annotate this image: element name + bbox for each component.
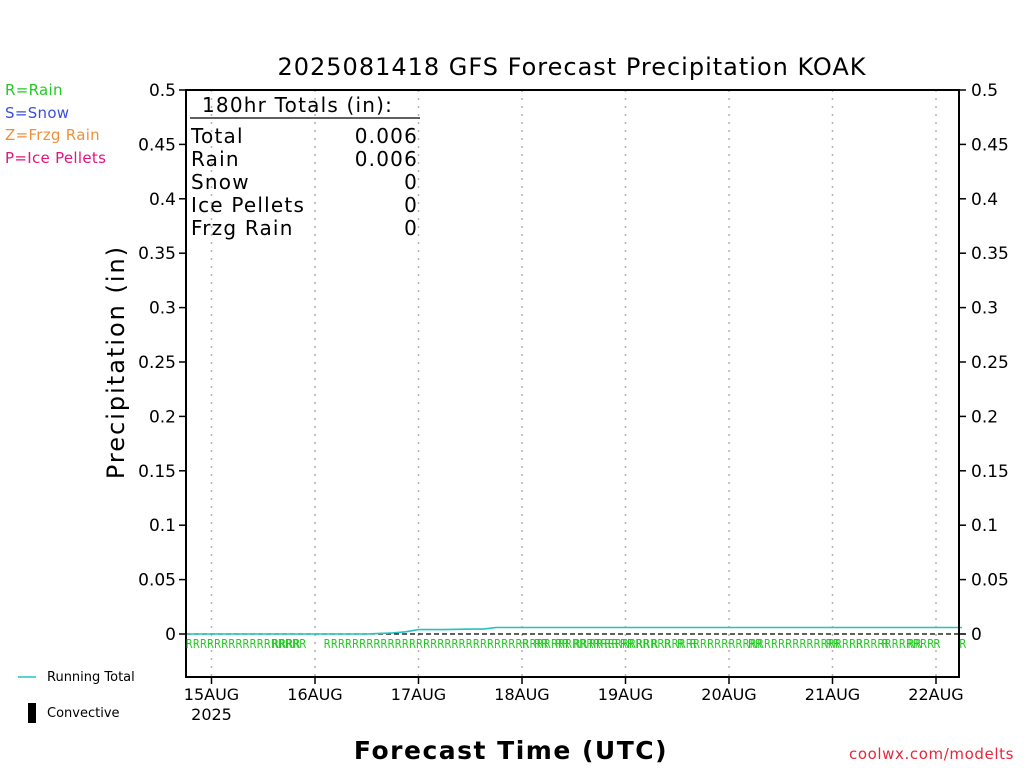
y-tick-label-left: 0.35 [138,244,176,264]
rain-marker: RR [826,636,840,651]
y-tick-label-left: 0.2 [149,407,176,427]
rain-marker: RR [908,636,922,651]
y-tick-label-right: 0.4 [971,190,998,210]
totals-label-total: Total [190,124,244,148]
y-tick-label-right: 0.1 [971,516,998,536]
rain-marker: RR [573,636,587,651]
y-tick-label-right: 0 [971,625,982,645]
x-axis-label: Forecast Time (UTC) [354,736,668,765]
y-tick-label-right: 0.15 [971,462,1009,482]
y-tick-label-left: 0.5 [149,81,176,101]
rain-marker: RR [589,636,603,651]
totals-label-frzg-rain: Frzg Rain [191,216,294,240]
x-tick-label: 18AUG [494,685,549,704]
rain-marker: R [677,636,684,651]
convective-legend-label: Convective [47,706,120,721]
chart-title: 2025081418 GFS Forecast Precipitation KO… [277,53,866,81]
rain-marker: RR [534,636,548,651]
y-tick-label-left: 0.1 [149,516,176,536]
rain-marker: R [690,636,697,651]
legend-frzg-rain: Z=Frzg Rain [5,126,100,144]
rain-marker: R [882,636,889,651]
x-tick-label: 20AUG [701,685,756,704]
y-tick-label-right: 0.35 [971,244,1009,264]
y-tick-label-left: 0.45 [138,135,176,155]
running-total-legend-label: Running Total [47,670,135,685]
series-layer [185,626,962,635]
plot-frame [185,89,960,678]
rain-marker: RR [748,636,762,651]
y-tick-label-right: 0.45 [971,135,1009,155]
rain-marker: R [664,636,671,651]
y-tick-label-left: 0.15 [138,462,176,482]
y-tick-label-left: 0.05 [138,571,176,591]
y-axis-label: Precipitation (in) [102,245,130,479]
totals-label-rain: Rain [191,147,240,171]
rain-marker: RR [555,636,569,651]
running-total-line [185,626,962,635]
legend-rain: R=Rain [5,81,63,99]
y-tick-label-right: 0.2 [971,407,998,427]
legend-ice-pellets: P=Ice Pellets [5,148,107,167]
series-legend [18,676,36,723]
grid-lines [210,90,937,677]
rain-marker: R [856,636,863,651]
y-tick-label-left: 0.4 [149,190,176,210]
y-tick-label-right: 0.25 [971,353,1009,373]
rain-marker: RR [604,636,618,651]
rain-marker: R [522,636,529,651]
legend-snow: S=Snow [5,103,70,122]
totals-label-ice-pellets: Ice Pellets [191,193,305,217]
totals-value-total: 0.006 [355,124,418,148]
rain-marker: R [651,636,658,651]
totals-title: 180hr Totals (in): [202,93,393,117]
rain-marker: RR [620,636,634,651]
y-tick-label-left: 0.3 [149,299,176,319]
credit-link[interactable]: coolwx.com/modelts [849,745,1014,763]
x-tick-label: 21AUG [805,685,860,704]
x-tick-label: 22AUG [908,685,963,704]
y-tick-label-left: 0 [165,625,176,645]
totals-value-ice-pellets: 0 [404,193,418,217]
totals-label-snow: Snow [191,170,250,194]
rain-marker: R [933,636,940,651]
convective-legend-swatch [28,703,36,723]
y-tick-label-left: 0.25 [138,353,176,373]
rain-marker: R [959,636,966,651]
y-tick-label-right: 0.3 [971,299,998,319]
precip-type-legend: R=Rain S=Snow Z=Frzg Rain P=Ice Pellets [5,79,106,169]
x-tick-sublabel: 2025 [191,705,232,724]
totals-value-snow: 0 [404,170,418,194]
x-tick-label: 19AUG [598,685,653,704]
totals-value-rain: 0.006 [355,147,418,171]
y-tick-label-right: 0.5 [971,81,998,101]
x-tick-label: 15AUG [184,685,239,704]
totals-value-frzg-rain: 0 [404,216,418,240]
rain-markers: RRRRRRRRRRRRRRRRRRRRR RRRRRRRRRRRRRRRRRRR… [186,636,967,651]
y-axis-ticks: 0 00.05 0.050.1 0.10.15 0.150.2 0.20.25 0.250.… [138,81,1009,645]
rain-marker: RRRRRRRRRRRRRRRRR [186,636,307,651]
y-tick-label-right: 0.05 [971,571,1009,591]
x-tick-label: 16AUG [287,685,342,704]
totals-box: 180hr Totals (in): Total 0.006 Rain 0.00… [190,93,420,240]
rain-marker: RRRRRRRRRRRRRRRRRRRRRRRRRRRRRRRRRRRRRRRR… [324,636,935,651]
rain-marker: RR [635,636,649,651]
rain-marker: RRRR [272,636,301,651]
x-tick-label: 17AUG [391,685,446,704]
